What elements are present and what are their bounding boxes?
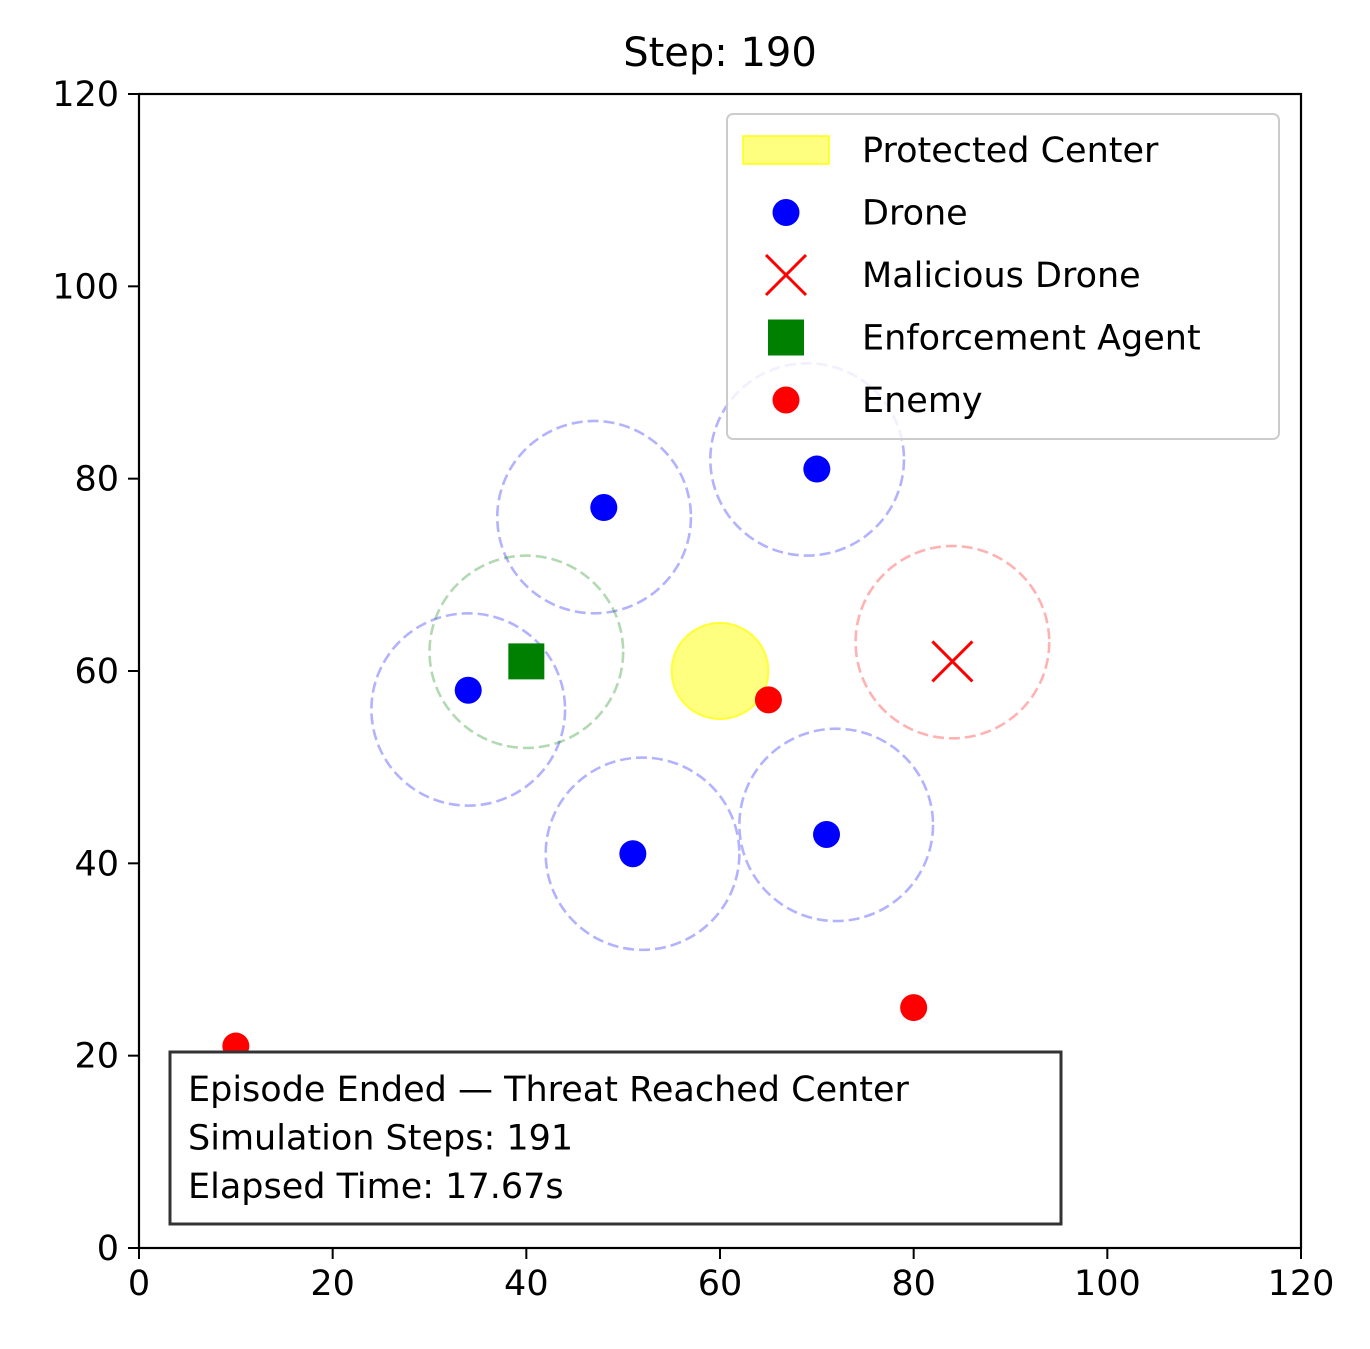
legend-circle-marker xyxy=(772,386,800,414)
protected-center-area xyxy=(670,621,770,721)
x-tick-label: 60 xyxy=(698,1264,743,1304)
enforcement-agent-point xyxy=(508,643,545,680)
drone-point xyxy=(803,455,831,483)
y-tick-label: 100 xyxy=(52,267,119,307)
y-tick-label: 20 xyxy=(74,1037,119,1077)
legend-label: Protected Center xyxy=(862,131,1159,171)
y-tick-label: 120 xyxy=(52,75,119,115)
status-line: Episode Ended — Threat Reached Center xyxy=(188,1070,910,1110)
sensing-range-circle xyxy=(428,554,625,750)
enemy-point xyxy=(900,994,928,1022)
sensing-range-circle xyxy=(738,727,935,923)
legend-circle-marker xyxy=(772,199,800,226)
x-tick-label: 20 xyxy=(310,1264,355,1304)
sensing-range-circle xyxy=(854,544,1051,740)
y-tick-label: 80 xyxy=(74,460,119,500)
legend: Protected Center Drone Malicious Drone Enfo… xyxy=(726,113,1280,440)
sensing-range-circle xyxy=(495,419,693,615)
status-line: Simulation Steps: 191 xyxy=(188,1119,573,1159)
chart-title: Step: 190 xyxy=(623,30,817,76)
legend-label: Enforcement Agent xyxy=(862,319,1201,359)
drone-point xyxy=(813,820,841,848)
status-box-frame xyxy=(168,1050,1063,1226)
legend-label: Enemy xyxy=(862,381,983,421)
x-tick-label: 100 xyxy=(1074,1264,1141,1304)
legend-x-marker xyxy=(764,253,808,297)
malicious-drone-point xyxy=(931,640,974,683)
x-tick-label: 80 xyxy=(891,1264,936,1304)
legend-label: Drone xyxy=(862,194,968,234)
legend-label: Malicious Drone xyxy=(862,256,1141,296)
legend-square-marker xyxy=(768,319,804,356)
x-tick-label: 40 xyxy=(504,1264,549,1304)
legend-protected-center-swatch xyxy=(742,135,830,165)
enemy-point xyxy=(754,686,782,714)
drone-point xyxy=(454,676,482,704)
sensing-range-circle xyxy=(544,756,741,952)
plot-area: 0 20 40 60 80 100 120 0 20 40 60 80 100 120 xyxy=(52,75,1334,1304)
status-box: Episode Ended — Threat Reached Center Sim… xyxy=(168,1050,1063,1226)
sensing-range-circle xyxy=(370,611,567,807)
status-line: Elapsed Time: 17.67s xyxy=(188,1167,564,1207)
x-tick-label: 120 xyxy=(1268,1264,1335,1304)
x-tick-label: 0 xyxy=(128,1264,150,1304)
y-tick-label: 0 xyxy=(97,1229,119,1269)
drone-point xyxy=(590,494,618,522)
legend-frame xyxy=(726,113,1280,440)
drone-point xyxy=(619,840,647,868)
y-tick-label: 60 xyxy=(74,652,119,692)
y-tick-label: 40 xyxy=(74,844,119,884)
